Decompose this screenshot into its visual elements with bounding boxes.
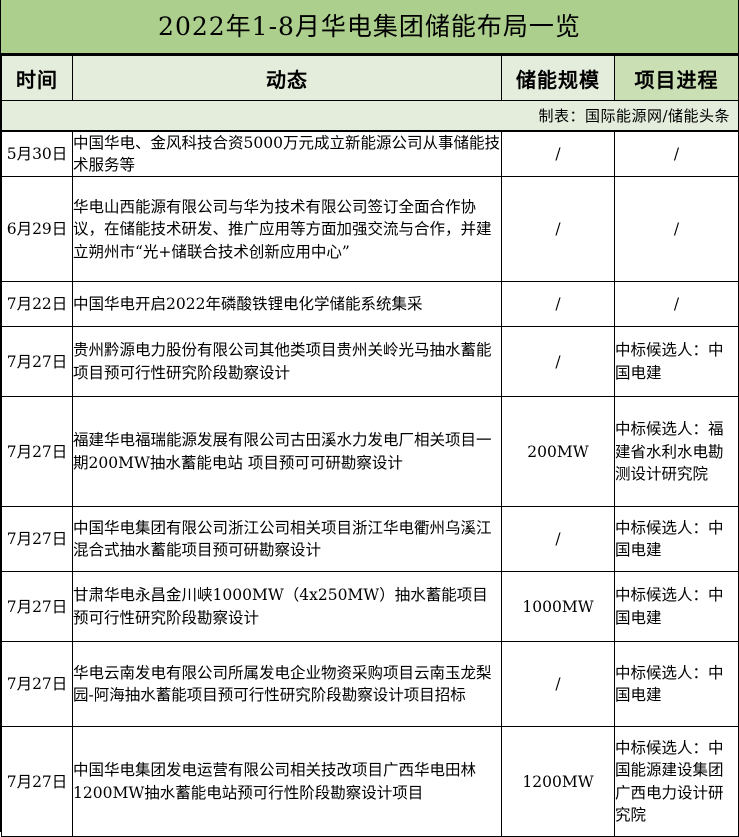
cell-news: 中国华电集团发电运营有限公司相关技改项目广西华电田林1200MW抽水蓄能电站预可… [72, 726, 502, 837]
page-title: 2022年1-8月华电集团储能布局一览 [158, 12, 581, 41]
cell-news: 福建华电福瑞能源发展有限公司古田溪水力发电厂相关项目一期200MW抽水蓄能电站 … [72, 396, 502, 508]
table-credit-body: 制表：国际能源网/储能头条 [1, 100, 739, 132]
cell-progress: 中标候选人：中国能源建设集团广西电力设计研究院 [614, 726, 739, 837]
cell-news: 华电云南发电有限公司所属发电企业物资采购项目云南玉龙梨园-阿海抽水蓄能项目预可行… [72, 641, 502, 728]
cell-scale: 1000MW [501, 571, 615, 643]
column-header-progress: 项目进程 [614, 55, 739, 101]
cell-news: 中国华电集团有限公司浙江公司相关项目浙江华电衢州乌溪江混合式抽水蓄能项目预可研勘… [72, 506, 502, 573]
column-header-scale: 储能规模 [501, 55, 615, 101]
cell-time: 7月27日 [1, 571, 73, 643]
cell-time: 7月22日 [1, 281, 73, 328]
table-row: 7月22日 中国华电开启2022年磷酸铁锂电化学储能系统集采 / / [1, 281, 739, 328]
cell-time: 6月29日 [1, 176, 73, 283]
cell-news: 中国华电、金风科技合资5000万元成立新能源公司从事储能技术服务等 [72, 129, 502, 178]
cell-time: 7月27日 [1, 326, 73, 398]
column-header-time: 时间 [1, 55, 73, 101]
table-row: 7月27日 福建华电福瑞能源发展有限公司古田溪水力发电厂相关项目一期200MW抽水… [1, 396, 739, 508]
cell-time: 7月27日 [1, 396, 73, 508]
table-title-band: 2022年1-8月华电集团储能布局一览 [1, 0, 738, 55]
cell-progress: / [614, 281, 739, 328]
cell-news: 中国华电开启2022年磷酸铁锂电化学储能系统集采 [72, 281, 502, 328]
cell-scale: / [501, 129, 615, 178]
cell-scale: / [501, 326, 615, 398]
credit-text: 制表：国际能源网/储能头条 [1, 100, 739, 132]
table-row: 7月27日 甘肃华电永昌金川峡1000MW（4x250MW）抽水蓄能项目预可行性研… [1, 571, 739, 643]
table-row: 5月30日 中国华电、金风科技合资5000万元成立新能源公司从事储能技术服务等 / / [1, 129, 739, 178]
table-row: 7月27日 贵州黔源电力股份有限公司其他类项目贵州关岭光马抽水蓄能项目预可行性研究… [1, 326, 739, 398]
cell-time: 7月27日 [1, 641, 73, 728]
cell-progress: 中标候选人：中国电建 [614, 641, 739, 728]
cell-progress: 中标候选人：中国电建 [614, 571, 739, 643]
table-row: 7月27日 中国华电集团发电运营有限公司相关技改项目广西华电田林1200MW抽水蓄… [1, 726, 739, 837]
cell-news: 贵州黔源电力股份有限公司其他类项目贵州关岭光马抽水蓄能项目预可行性研究阶段勘察设… [72, 326, 502, 398]
cell-progress: / [614, 129, 739, 178]
storage-layout-table: 时间 动态 储能规模 项目进程 制表：国际能源网/储能头条 5月30日 中国华电、… [1, 55, 739, 837]
cell-progress: / [614, 176, 739, 283]
cell-progress: 中标候选人：福建省水利水电勘测设计研究院 [614, 396, 739, 508]
cell-news: 华电山西能源有限公司与华为技术有限公司签订全面合作协议，在储能技术研发、推广应用… [72, 176, 502, 283]
cell-time: 7月27日 [1, 506, 73, 573]
cell-time: 5月30日 [1, 129, 73, 178]
cell-scale: / [501, 281, 615, 328]
table-header: 时间 动态 储能规模 项目进程 [1, 55, 739, 101]
cell-news: 甘肃华电永昌金川峡1000MW（4x250MW）抽水蓄能项目预可行性研究阶段勘察… [72, 571, 502, 643]
table-row: 7月27日 华电云南发电有限公司所属发电企业物资采购项目云南玉龙梨园-阿海抽水蓄能… [1, 641, 739, 728]
cell-scale: / [501, 506, 615, 573]
cell-progress: 中标候选人：中国电建 [614, 506, 739, 573]
header-row: 时间 动态 储能规模 项目进程 [1, 55, 739, 101]
table-row: 6月29日 华电山西能源有限公司与华为技术有限公司签订全面合作协议，在储能技术研发… [1, 176, 739, 283]
cell-progress: 中标候选人：中国电建 [614, 326, 739, 398]
cell-scale: 200MW [501, 396, 615, 508]
table-row: 7月27日 中国华电集团有限公司浙江公司相关项目浙江华电衢州乌溪江混合式抽水蓄能项… [1, 506, 739, 573]
cell-scale: / [501, 176, 615, 283]
credit-row: 制表：国际能源网/储能头条 [1, 100, 739, 132]
cell-scale: 1200MW [501, 726, 615, 837]
table-body: 5月30日 中国华电、金风科技合资5000万元成立新能源公司从事储能技术服务等 / /… [1, 129, 739, 837]
column-header-news: 动态 [72, 55, 502, 101]
cell-time: 7月27日 [1, 726, 73, 837]
cell-scale: / [501, 641, 615, 728]
